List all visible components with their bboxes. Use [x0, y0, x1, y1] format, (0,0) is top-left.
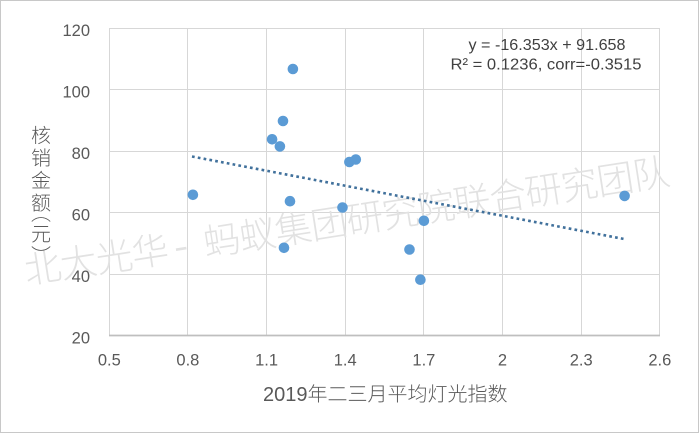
svg-text:40: 40: [72, 268, 90, 286]
svg-text:0.8: 0.8: [176, 352, 199, 370]
svg-text:20: 20: [72, 330, 90, 348]
svg-text:y = -16.353x + 91.658: y = -16.353x + 91.658: [469, 37, 626, 54]
svg-text:120: 120: [62, 22, 90, 40]
svg-text:100: 100: [62, 84, 90, 102]
svg-text:80: 80: [72, 145, 90, 163]
svg-text:2.6: 2.6: [648, 352, 671, 370]
svg-text:2019: 2019: [263, 384, 308, 406]
svg-text:60: 60: [72, 207, 90, 225]
svg-text:0.5: 0.5: [98, 352, 121, 370]
svg-text:1.7: 1.7: [412, 352, 435, 370]
svg-text:1.1: 1.1: [255, 352, 278, 370]
svg-text:2: 2: [498, 352, 507, 370]
svg-text:2.3: 2.3: [570, 352, 593, 370]
svg-text:1.4: 1.4: [334, 352, 357, 370]
svg-text:R² = 0.1236, corr=-0.3515: R² = 0.1236, corr=-0.3515: [451, 56, 642, 73]
